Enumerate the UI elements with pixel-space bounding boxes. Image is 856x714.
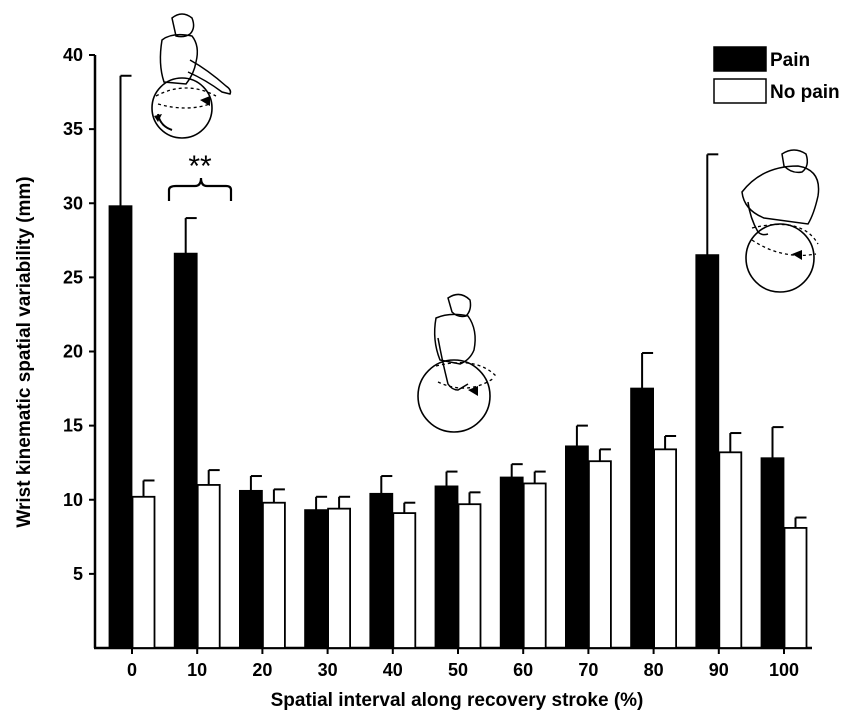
- bar-pain: [240, 491, 262, 648]
- y-tick-label: 20: [63, 342, 83, 362]
- rower-illustration-end: [742, 150, 819, 292]
- bar-pain: [370, 494, 392, 648]
- bar-pain: [631, 389, 653, 648]
- bar-pain: [175, 254, 197, 648]
- legend-label-no-pain: No pain: [770, 82, 840, 103]
- bars: [110, 206, 807, 648]
- y-axis-label: Wrist kinematic spatial variability (mm): [14, 176, 35, 527]
- bar-pain: [696, 255, 718, 648]
- bar-pain: [566, 446, 588, 648]
- bar-no-pain: [459, 504, 481, 648]
- x-tick-label: 70: [578, 660, 598, 680]
- bar-no-pain: [524, 483, 546, 648]
- x-ticks: 0 10 20 30 40 50 60 70 80 90 100: [127, 648, 799, 680]
- bar-pain: [305, 510, 327, 648]
- legend-swatch-no-pain: [714, 79, 766, 103]
- x-tick-label: 10: [187, 660, 207, 680]
- bar-pain: [762, 458, 784, 648]
- y-tick-label: 30: [63, 193, 83, 213]
- x-tick-label: 0: [127, 660, 137, 680]
- x-axis-label: Spatial interval along recovery stroke (…: [271, 690, 644, 711]
- bar-no-pain: [654, 449, 676, 648]
- y-tick-label: 5: [73, 564, 83, 584]
- bar-pain: [436, 486, 458, 648]
- x-tick-label: 30: [318, 660, 338, 680]
- bar-no-pain: [328, 509, 350, 648]
- x-tick-label: 90: [709, 660, 729, 680]
- y-tick-label: 25: [63, 267, 83, 287]
- y-tick-label: 35: [63, 119, 83, 139]
- bar-no-pain: [133, 497, 155, 648]
- bar-no-pain: [719, 452, 741, 648]
- legend-swatch-pain: [714, 47, 766, 71]
- rower-illustration-start: [152, 14, 231, 138]
- significance-annotation: **: [169, 150, 231, 201]
- x-tick-label: 20: [252, 660, 272, 680]
- x-tick-label: 80: [644, 660, 664, 680]
- x-tick-label: 40: [383, 660, 403, 680]
- y-tick-label: 15: [63, 416, 83, 436]
- bar-no-pain: [785, 528, 807, 648]
- bar-pain: [501, 478, 523, 648]
- bar-no-pain: [393, 513, 415, 648]
- rower-illustration-mid: [418, 294, 496, 432]
- legend: Pain No pain: [714, 47, 840, 103]
- bar-no-pain: [589, 461, 611, 648]
- y-tick-label: 40: [63, 45, 83, 65]
- x-tick-label: 100: [769, 660, 799, 680]
- bar-pain: [110, 206, 132, 648]
- x-tick-label: 50: [448, 660, 468, 680]
- legend-label-pain: Pain: [770, 50, 810, 71]
- significance-stars: **: [188, 150, 212, 183]
- bar-no-pain: [263, 503, 285, 648]
- y-ticks: 5 10 15 20 25 30 35 40: [63, 45, 95, 584]
- x-tick-label: 60: [513, 660, 533, 680]
- y-tick-label: 10: [63, 490, 83, 510]
- bar-no-pain: [198, 485, 220, 648]
